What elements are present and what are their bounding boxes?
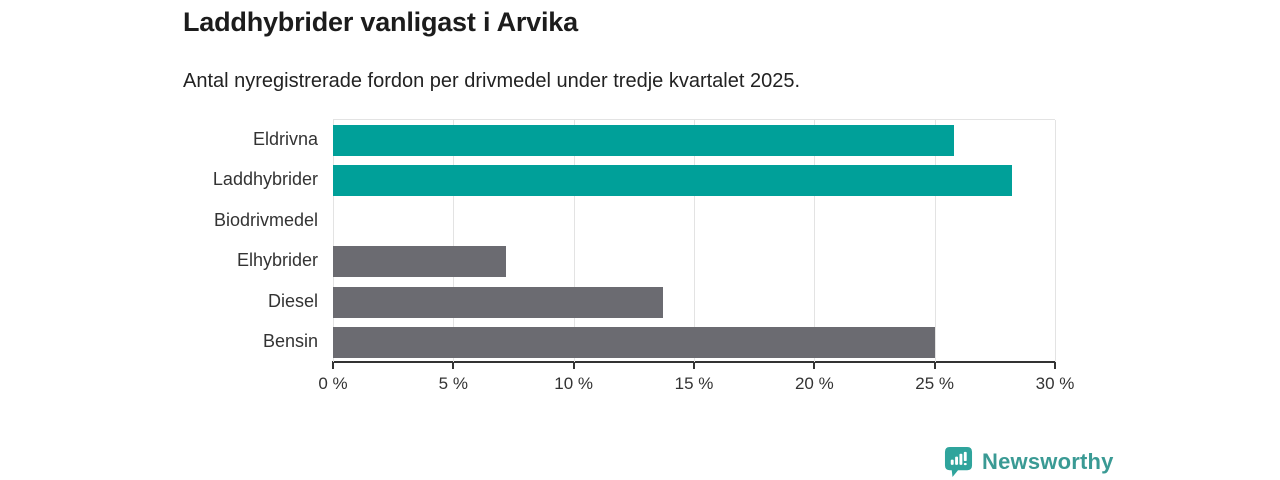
gridline-10 xyxy=(573,120,575,362)
category-label-eldrivna: Eldrivna xyxy=(252,128,318,149)
category-label-elhybrider: Elhybrider xyxy=(236,250,318,271)
newsworthy-logo: Newsworthy xyxy=(944,446,1114,478)
logo-pin-shape xyxy=(944,447,973,477)
x-tick-label-30: 30 % xyxy=(1035,374,1075,393)
logo-bar-2 xyxy=(955,456,959,465)
logo-bar-3 xyxy=(959,453,963,465)
gridline-0 xyxy=(333,120,334,362)
x-tick-label-5: 5 % xyxy=(438,374,468,393)
bar-eldrivna xyxy=(333,124,954,156)
bar-chart-plot-area xyxy=(333,119,1056,362)
x-tick-0 xyxy=(332,361,334,369)
category-label-laddhybrider: Laddhybrider xyxy=(212,169,318,190)
newsworthy-logo-icon xyxy=(944,447,973,477)
x-tick-label-10: 10 % xyxy=(554,374,594,393)
bar-elhybrider xyxy=(333,246,507,278)
x-tick-5 xyxy=(452,361,455,369)
category-label-diesel: Diesel xyxy=(267,290,318,311)
x-tick-label-15: 15 % xyxy=(674,374,714,393)
gridline-30 xyxy=(1055,120,1056,362)
category-label-biodrivmedel: Biodrivmedel xyxy=(213,209,318,230)
x-tick-15 xyxy=(693,361,695,369)
newsworthy-wordmark: Newsworthy xyxy=(982,449,1114,474)
x-tick-30 xyxy=(1054,361,1056,369)
x-tick-20 xyxy=(813,361,816,369)
bar-laddhybrider xyxy=(333,165,1012,197)
x-tick-label-20: 20 % xyxy=(794,374,834,393)
x-tick-25 xyxy=(933,361,936,369)
category-label-bensin: Bensin xyxy=(262,331,318,352)
logo-bar-1 xyxy=(950,459,954,465)
gridline-5 xyxy=(453,120,455,362)
gridline-15 xyxy=(694,120,695,362)
chart-subtitle: Antal nyregistrerade fordon per drivmede… xyxy=(183,70,801,92)
logo-exclamation-bar xyxy=(963,451,967,462)
x-tick-label-0: 0 % xyxy=(318,374,348,393)
bar-diesel xyxy=(333,286,663,318)
x-tick-10 xyxy=(572,361,575,369)
gridline-20 xyxy=(814,120,816,362)
bar-bensin xyxy=(333,327,935,359)
x-axis: 0 % 5 % 10 % 15 % 20 % 25 % 30 % xyxy=(318,361,1074,401)
chart-title: Laddhybrider vanligast i Arvika xyxy=(183,7,578,37)
logo-exclamation-dot xyxy=(963,462,967,466)
x-tick-label-25: 25 % xyxy=(915,374,955,393)
gridline-25 xyxy=(934,120,936,362)
